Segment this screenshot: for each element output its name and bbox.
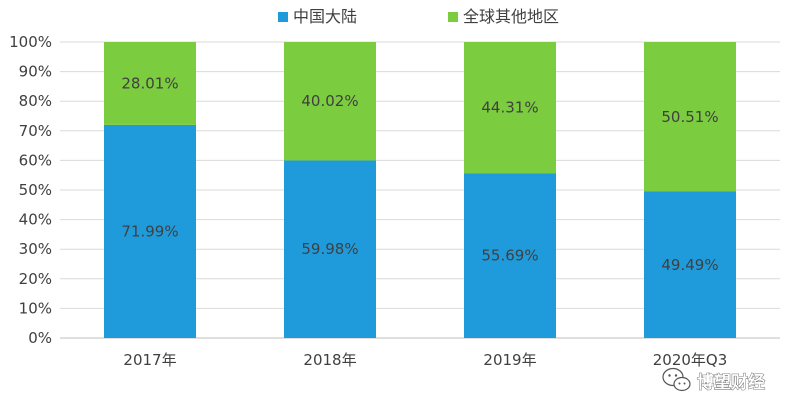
y-tick-label: 80% xyxy=(19,92,52,110)
legend-swatch xyxy=(448,12,458,22)
data-label: 49.49% xyxy=(661,256,718,274)
data-label: 44.31% xyxy=(481,99,538,117)
x-axis: 2017年 2018年 2019年 2020年Q3 xyxy=(123,351,727,369)
watermark: 博望财经 xyxy=(662,367,765,393)
bars: 71.99% 28.01% 59.98% 40.02% 55.69% 44.31% 49.4… xyxy=(104,42,736,338)
y-tick-label: 50% xyxy=(19,181,52,199)
x-tick-label: 2017年 xyxy=(123,351,176,369)
y-tick-label: 60% xyxy=(19,151,52,169)
legend: 中国大陆 全球其他地区 xyxy=(278,7,559,26)
wechat-icon xyxy=(662,367,691,392)
bar-segment xyxy=(284,42,376,161)
x-tick-label: 2019年 xyxy=(483,351,536,369)
y-axis: 0% 10% 20% 30% 40% 50% 60% 70% 80% 90% 100% xyxy=(9,33,52,347)
bar-segment xyxy=(464,173,556,338)
y-tick-label: 100% xyxy=(9,33,52,51)
data-label: 55.69% xyxy=(481,247,538,265)
y-tick-label: 40% xyxy=(19,211,52,229)
data-label: 59.98% xyxy=(301,240,358,258)
y-tick-label: 70% xyxy=(19,122,52,140)
watermark-text: 博望财经 xyxy=(697,372,765,393)
legend-swatch xyxy=(278,12,288,22)
data-label: 40.02% xyxy=(301,92,358,110)
y-tick-label: 20% xyxy=(19,270,52,288)
y-tick-label: 90% xyxy=(19,63,52,81)
bar-segment xyxy=(104,124,196,338)
y-tick-label: 30% xyxy=(19,240,52,258)
x-tick-label: 2018年 xyxy=(303,351,356,369)
y-tick-label: 10% xyxy=(19,299,52,317)
bar-segment xyxy=(464,42,556,174)
bar-segment xyxy=(644,42,736,192)
data-label: 50.51% xyxy=(661,108,718,126)
data-label: 28.01% xyxy=(121,74,178,92)
bar-segment xyxy=(104,42,196,125)
x-tick-label: 2020年Q3 xyxy=(653,351,728,369)
y-tick-label: 0% xyxy=(28,329,52,347)
bar-segment xyxy=(284,160,376,338)
data-label: 71.99% xyxy=(121,222,178,240)
bar-segment xyxy=(644,191,736,338)
legend-label: 全球其他地区 xyxy=(463,7,559,26)
legend-label: 中国大陆 xyxy=(293,7,357,26)
